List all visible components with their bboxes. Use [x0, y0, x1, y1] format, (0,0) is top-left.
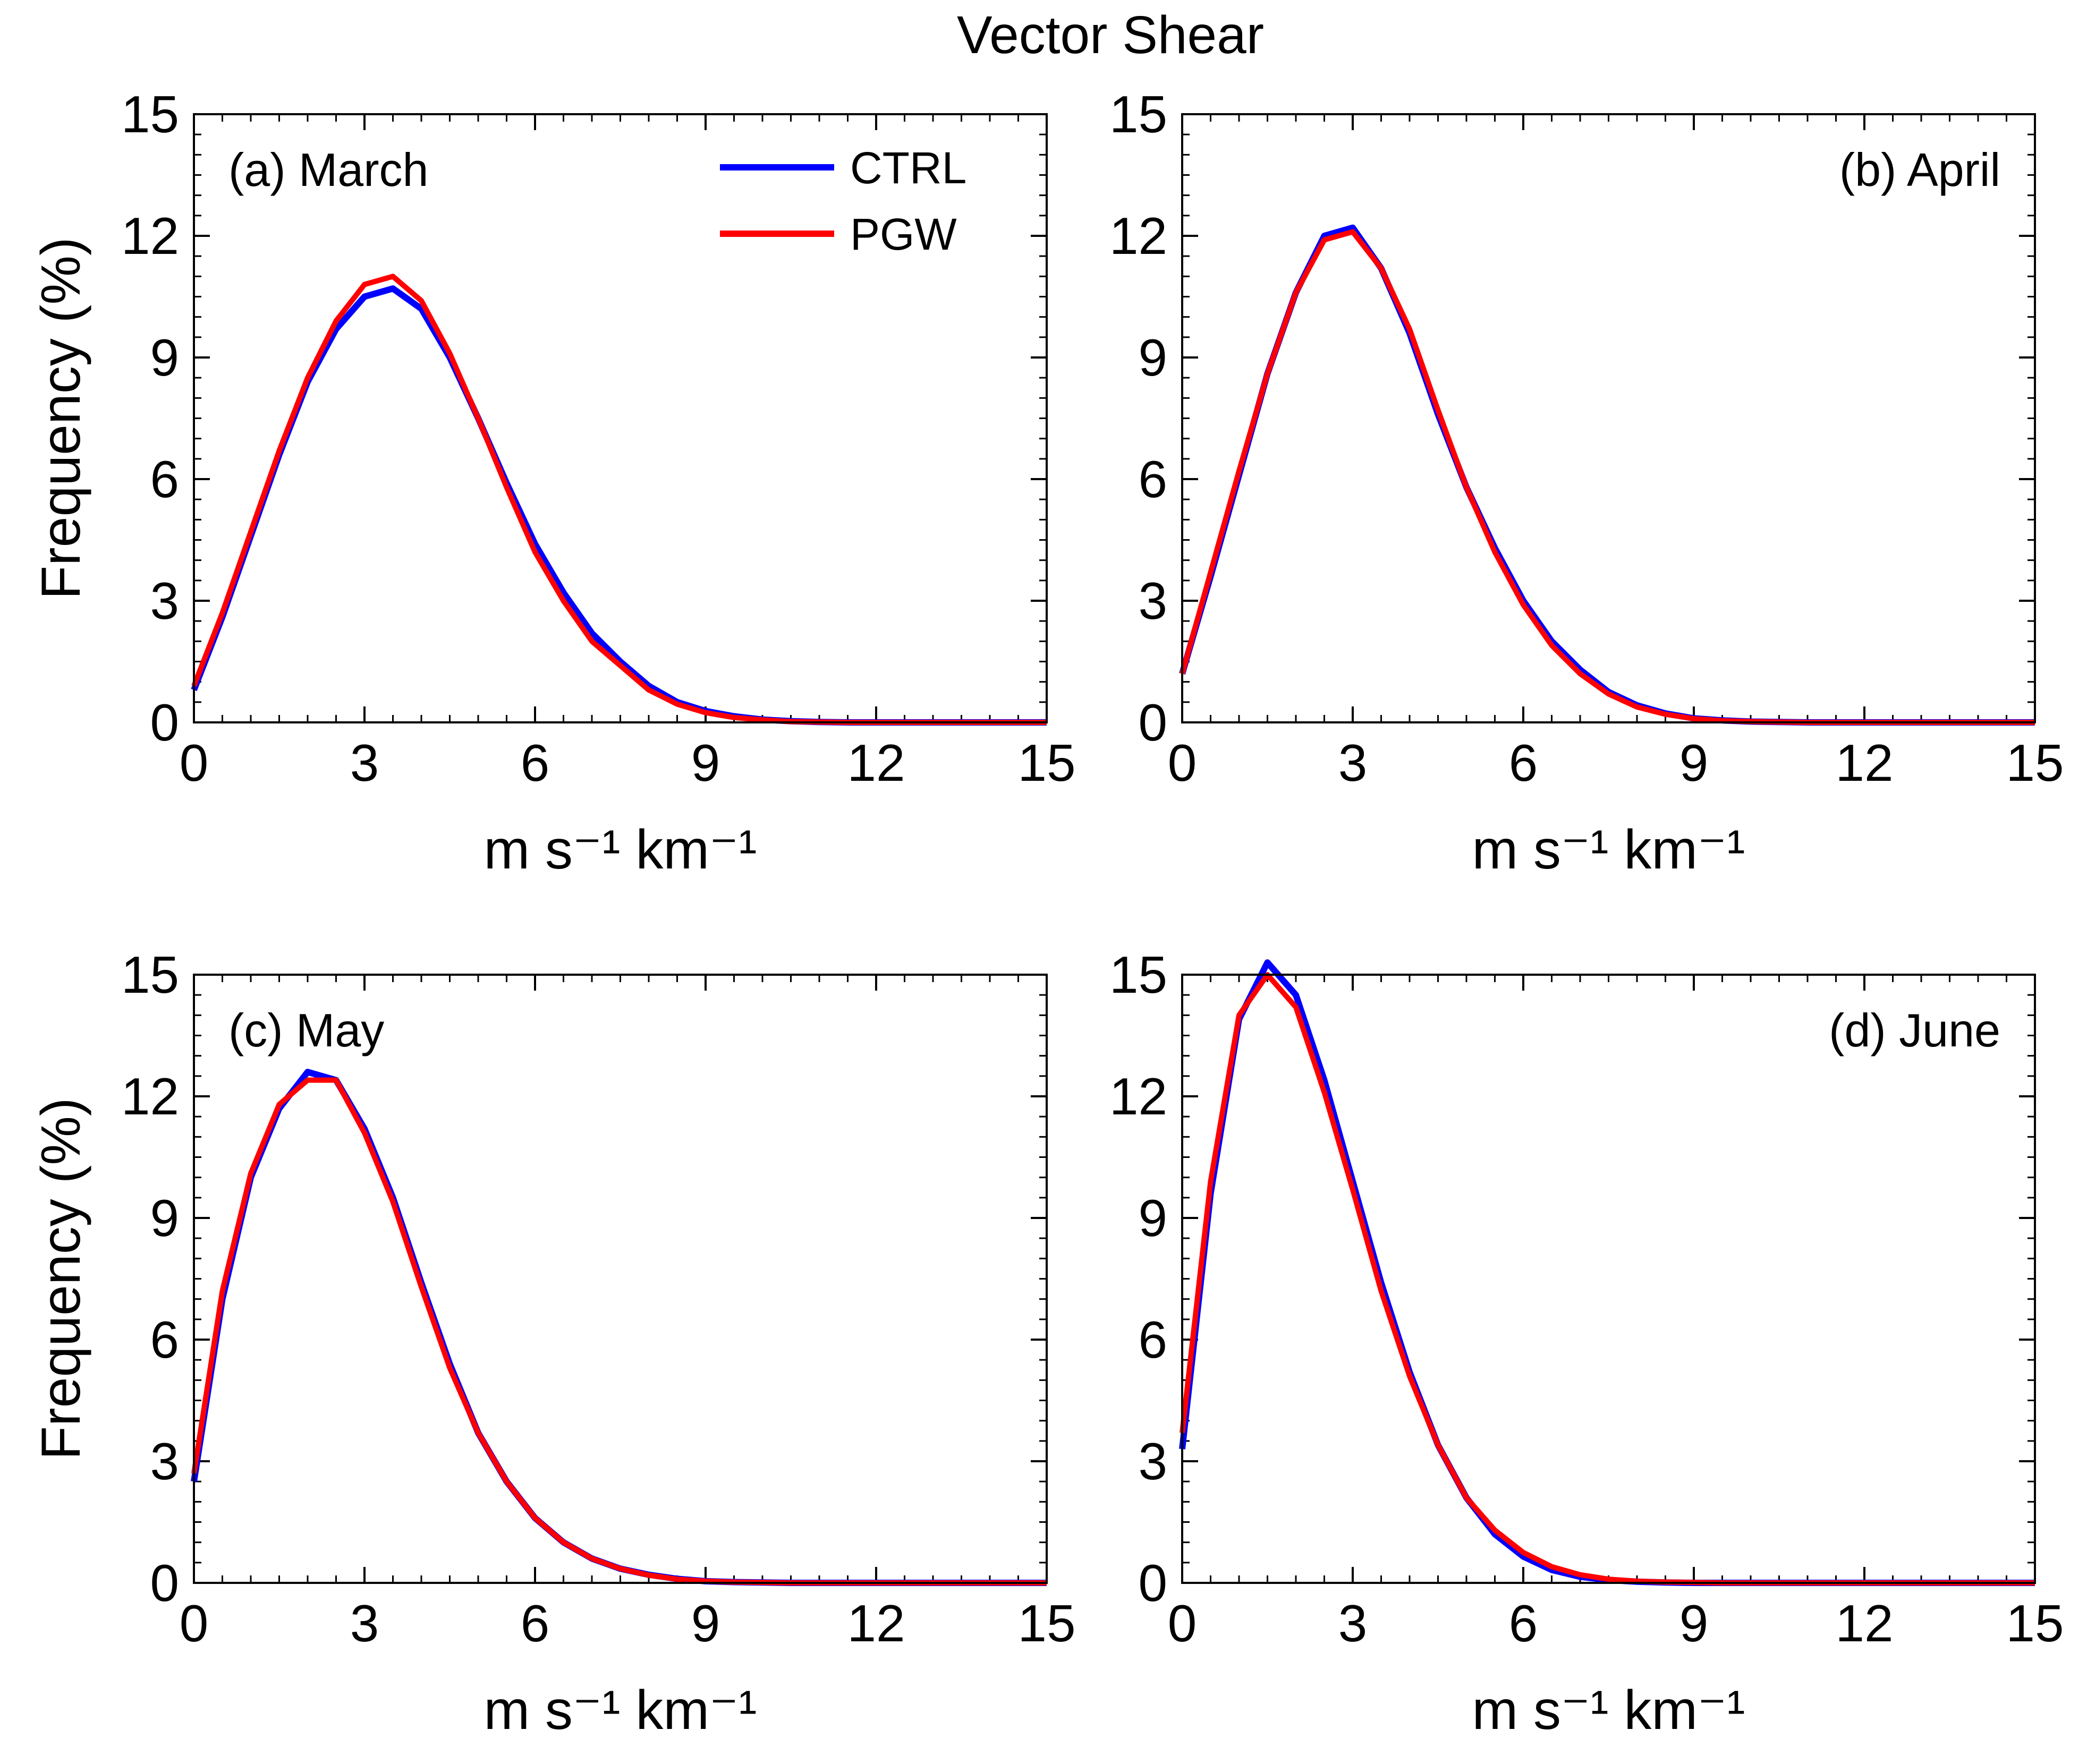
x-tick-label: 9 — [1679, 1594, 1709, 1652]
y-tick-label: 0 — [150, 693, 179, 752]
x-tick-label: 9 — [691, 1594, 720, 1652]
x-tick-label: 3 — [350, 1594, 379, 1652]
x-tick-label: 3 — [1338, 734, 1368, 792]
x-tick-label: 12 — [847, 734, 905, 792]
x-tick-label: 0 — [180, 734, 209, 792]
y-tick-label: 3 — [1138, 572, 1167, 630]
axes-frame — [1181, 113, 2036, 723]
y-tick-label: 3 — [150, 572, 179, 630]
y-tick-label: 9 — [150, 328, 179, 387]
x-tick-label: 0 — [180, 1594, 209, 1652]
x-axis-label: m s⁻¹ km⁻¹ — [1472, 1680, 1745, 1741]
x-tick-label: 3 — [1338, 1594, 1368, 1652]
x-axis-label: m s⁻¹ km⁻¹ — [483, 819, 757, 881]
y-tick-label: 12 — [1109, 207, 1167, 265]
x-tick-label: 12 — [847, 1594, 905, 1652]
x-tick-label: 15 — [2006, 1594, 2064, 1652]
y-tick-label: 0 — [150, 1554, 179, 1612]
series-line-ctrl — [191, 1069, 1047, 1586]
y-tick-label: 9 — [1138, 1189, 1167, 1247]
legend-label-pgw: PGW — [850, 209, 957, 259]
axes-frame — [193, 113, 1048, 723]
panel-2: 0 3 6 9 12 15 0 3 6 9 12 15 (b) April m s⁻¹ km⁻¹ — [1109, 85, 2064, 881]
figure-title: Vector Shear — [957, 5, 1264, 65]
x-tick-label: 0 — [1168, 734, 1197, 792]
panel-label: (b) April — [1839, 143, 2000, 196]
series-line-pgw — [191, 1077, 1047, 1586]
series-line-ctrl — [1179, 224, 2035, 726]
x-tick-label: 12 — [1835, 734, 1893, 792]
y-axis-label: Frequency (%) — [30, 1098, 92, 1460]
y-axis-label: Frequency (%) — [30, 237, 92, 600]
y-tick-label: 6 — [150, 450, 179, 508]
x-tick-label: 0 — [1168, 1594, 1197, 1652]
axes-frame — [1181, 974, 2036, 1584]
panels: 0 3 6 9 12 15 0 3 6 9 12 15 (a) March m s⁻¹ km⁻¹ Frequ… — [30, 85, 2064, 1741]
x-tick-label: 9 — [1679, 734, 1709, 792]
x-tick-label: 6 — [521, 734, 550, 792]
panel-label: (c) May — [228, 1004, 384, 1056]
axes-frame — [193, 974, 1048, 1584]
y-tick-label: 9 — [150, 1189, 179, 1247]
y-tick-label: 3 — [150, 1432, 179, 1490]
y-tick-label: 3 — [1138, 1432, 1167, 1490]
x-tick-label: 6 — [1509, 1594, 1538, 1652]
x-tick-label: 15 — [1017, 734, 1075, 792]
y-tick-label: 6 — [1138, 1310, 1167, 1369]
y-tick-label: 6 — [1138, 450, 1167, 508]
panel-label: (a) March — [228, 143, 429, 196]
legend-label-ctrl: CTRL — [850, 143, 966, 193]
x-tick-label: 12 — [1835, 1594, 1893, 1652]
y-tick-label: 9 — [1138, 328, 1167, 387]
x-tick-label: 6 — [1509, 734, 1538, 792]
legend: CTRL PGW — [720, 143, 966, 259]
x-tick-label: 9 — [691, 734, 720, 792]
y-tick-label: 0 — [1138, 1554, 1167, 1612]
x-tick-label: 15 — [1017, 1594, 1075, 1652]
y-tick-label: 0 — [1138, 693, 1167, 752]
x-axis-label: m s⁻¹ km⁻¹ — [483, 1680, 757, 1741]
series-line-pgw — [191, 274, 1047, 725]
series-line-pgw — [1180, 229, 2035, 725]
x-tick-label: 15 — [2006, 734, 2064, 792]
y-tick-label: 15 — [121, 85, 179, 143]
panel-label: (d) June — [1829, 1004, 2000, 1056]
y-tick-label: 12 — [121, 1067, 179, 1126]
panel-1: 0 3 6 9 12 15 0 3 6 9 12 15 (a) March m s⁻¹ km⁻¹ Frequ… — [30, 85, 1076, 881]
panel-3: 0 3 6 9 12 15 0 3 6 9 12 15 (c) May m s⁻¹ km⁻¹ Frequen… — [30, 945, 1076, 1741]
panel-4: 0 3 6 9 12 15 0 3 6 9 12 15 (d) June m s⁻¹ km⁻¹ — [1109, 945, 2064, 1741]
x-axis-label: m s⁻¹ km⁻¹ — [1472, 819, 1745, 881]
x-tick-label: 3 — [350, 734, 379, 792]
x-tick-label: 6 — [521, 1594, 550, 1652]
y-tick-label: 12 — [1109, 1067, 1167, 1126]
y-tick-label: 15 — [1109, 945, 1167, 1004]
y-tick-label: 6 — [150, 1310, 179, 1369]
y-tick-label: 15 — [1109, 85, 1167, 143]
series-line-pgw — [1180, 972, 2035, 1586]
y-tick-label: 15 — [121, 945, 179, 1004]
y-tick-label: 12 — [121, 207, 179, 265]
